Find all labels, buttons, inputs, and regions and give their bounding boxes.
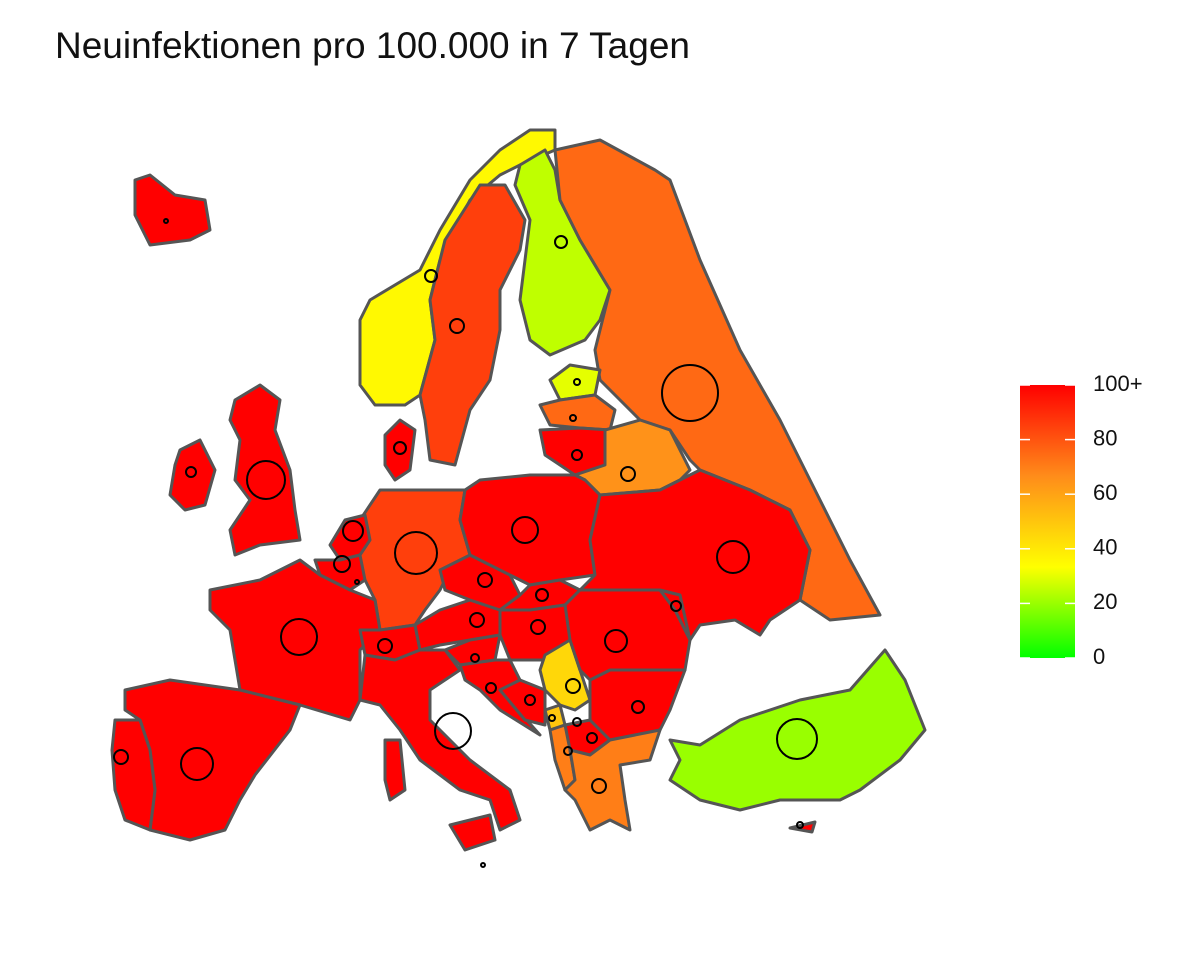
marker-circle [434,712,472,750]
region [498,678,547,727]
marker-circle [670,600,682,612]
colorbar-label: 80 [1093,425,1117,450]
region [110,718,157,832]
marker-circle [485,682,497,694]
colorbar [1020,385,1075,658]
marker-circle [586,732,598,744]
region [358,128,557,407]
region [383,418,417,482]
marker-circle [246,460,286,500]
marker-circle [572,717,582,727]
marker-circle [185,466,197,478]
marker-circle [163,218,169,224]
marker-circle [631,700,645,714]
region [168,438,217,512]
region [578,468,812,642]
marker-circle [573,378,581,386]
marker-circle [530,619,546,635]
marker-circle [449,318,465,334]
regions [110,128,927,852]
marker-circle [480,862,486,868]
marker-circle [548,714,556,722]
colorbar-label: 40 [1093,535,1117,560]
marker-circle [511,516,539,544]
marker-circle [470,653,480,663]
marker-circle [477,572,493,588]
marker-circle [571,449,583,461]
colorbar-label: 60 [1093,480,1117,505]
region [133,173,212,247]
marker-circle [280,618,318,656]
marker-circle [796,821,804,829]
marker-circle [661,364,719,422]
region [538,393,617,432]
marker-circle [393,441,407,455]
marker-circle [591,778,607,794]
circles [113,218,818,868]
marker-circle [554,235,568,249]
marker-circle [565,678,581,694]
marker-circle [604,629,628,653]
marker-circle [569,414,577,422]
marker-circle [716,540,750,574]
marker-circle [776,718,818,760]
marker-circle [342,520,364,542]
colorbar-label: 20 [1093,589,1117,614]
region [383,738,407,802]
marker-circle [377,638,393,654]
legend: 0 20 40 60 80 100+ [1020,371,1143,669]
marker-circle [113,749,129,765]
marker-circle [563,746,573,756]
region [228,383,302,557]
region [563,728,662,832]
region [448,813,497,852]
chart-title: Neuinfektionen pro 100.000 in 7 Tagen [55,25,690,66]
marker-circle [354,579,360,585]
region [443,633,502,667]
region [668,648,927,812]
region [358,648,522,832]
marker-circle [424,269,438,283]
marker-circle [620,466,636,482]
marker-circle [394,531,438,575]
marker-circle [469,612,485,628]
marker-circle [333,555,351,573]
colorbar-label: 100+ [1093,371,1143,396]
marker-circle [524,694,536,706]
marker-circle [535,588,549,602]
marker-circle [180,747,214,781]
colorbar-label: 0 [1093,644,1105,669]
region [418,183,527,467]
